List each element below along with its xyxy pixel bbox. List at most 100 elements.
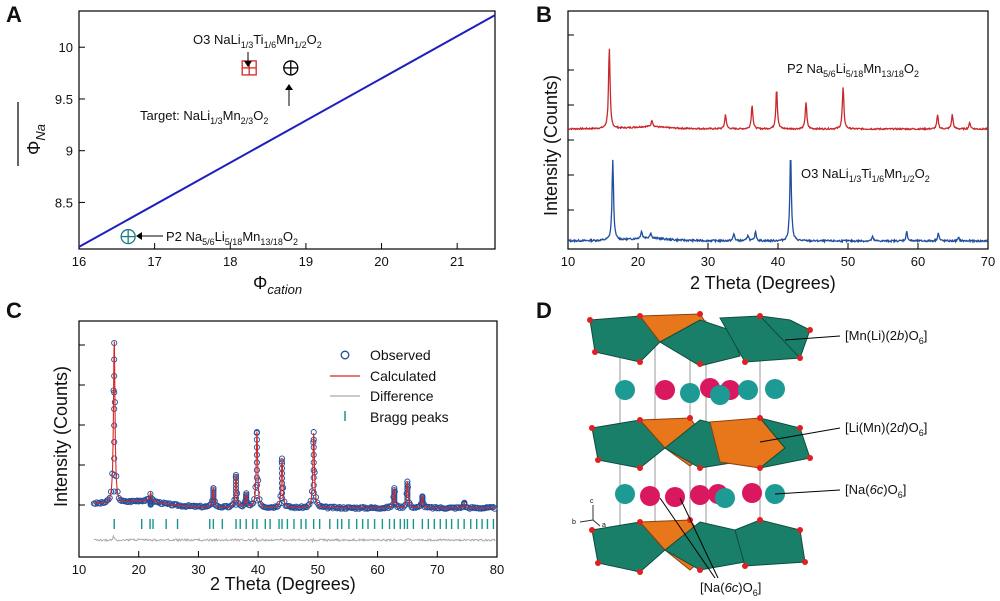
panel-a-ylabel: ΦNa xyxy=(17,102,48,166)
observed-point xyxy=(210,497,217,504)
mn-octahedron xyxy=(734,519,806,567)
observed-point xyxy=(391,497,398,504)
x-tick-label: 70 xyxy=(430,562,444,577)
x-tick-label: 40 xyxy=(251,562,265,577)
octahedral-layer-top xyxy=(589,313,811,367)
observed-point xyxy=(253,459,260,466)
o3-pattern xyxy=(567,159,989,244)
x-tick-label: 20 xyxy=(631,254,645,269)
na-atom xyxy=(640,486,660,506)
axis-c-label: c xyxy=(590,498,594,505)
na-site-label-1: [Na(6c)O6] xyxy=(845,482,906,500)
x-tick-label: 70 xyxy=(981,254,995,269)
axis-a-label: a xyxy=(602,522,606,529)
observed-point xyxy=(306,501,313,508)
x-tick-label: 20 xyxy=(374,254,388,269)
observed-point xyxy=(111,438,118,446)
difference-curve xyxy=(93,534,496,544)
na-atom xyxy=(665,487,685,507)
observed-point xyxy=(491,505,498,512)
observed-point xyxy=(111,405,118,413)
legend-observed: Observed xyxy=(370,347,431,363)
observed-point xyxy=(310,482,317,489)
p2-series-label: P2 Na5/6Li5/18Mn13/18O2 xyxy=(787,61,919,79)
x-tick-label: 30 xyxy=(701,254,715,269)
x-tick-label: 10 xyxy=(561,254,575,269)
observed-point xyxy=(228,501,235,509)
o3-annotation: O3 NaLi1/3Ti1/6Mn1/2O2 xyxy=(193,32,322,50)
x-tick-label: 19 xyxy=(299,254,313,269)
na-atom xyxy=(715,488,735,508)
o3-arrowhead xyxy=(244,61,252,67)
observed-point xyxy=(253,489,260,496)
legend-calculated: Calculated xyxy=(370,368,436,384)
legend-difference: Difference xyxy=(370,388,434,404)
x-tick-label: 60 xyxy=(370,562,384,577)
panel-c-label: C xyxy=(6,298,22,323)
data-point xyxy=(120,228,136,245)
x-tick-label: 18 xyxy=(223,254,237,269)
observed-point xyxy=(253,474,260,481)
mn-octahedron xyxy=(758,417,811,469)
na-atom xyxy=(680,383,700,403)
panel-a-frame xyxy=(78,10,496,250)
y-tick-label: 10 xyxy=(59,40,73,55)
observed-point xyxy=(232,485,240,492)
legend-observed-marker xyxy=(340,350,350,360)
x-tick-label: 20 xyxy=(131,562,145,577)
x-tick-label: 50 xyxy=(841,254,855,269)
observed-point xyxy=(328,503,335,510)
observed-point xyxy=(310,451,317,458)
panel-a-label: A xyxy=(6,2,22,27)
observed-point xyxy=(232,488,240,495)
observed-point xyxy=(396,504,404,512)
observed-point xyxy=(253,482,260,489)
observed-point xyxy=(210,493,217,500)
panel-c-ticks: 10 20 30 40 50 60 70 80 xyxy=(72,344,504,577)
panel-a-ticks: 16 17 18 19 20 21 8.5 9 9.5 10 xyxy=(55,40,464,269)
fit-line xyxy=(78,14,496,248)
panel-a-points xyxy=(120,60,299,245)
na-atom xyxy=(738,380,758,400)
bragg-markers xyxy=(113,519,495,529)
y-tick-label: 8.5 xyxy=(55,195,73,210)
na-atom xyxy=(615,380,635,400)
x-tick-label: 17 xyxy=(147,254,161,269)
observed-point xyxy=(232,495,240,502)
observed-points xyxy=(90,339,498,512)
panel-c-legend: Observed Calculated Difference Bragg pea… xyxy=(330,347,449,425)
na-atom xyxy=(655,380,675,400)
observed-point xyxy=(111,471,118,479)
panel-b-label: B xyxy=(536,2,552,27)
observed-point xyxy=(391,499,398,506)
observed-point xyxy=(400,503,408,510)
x-tick-label: 10 xyxy=(72,562,86,577)
y-tick-label: 9 xyxy=(66,144,73,159)
leader-lines xyxy=(659,335,841,579)
observed-point xyxy=(111,488,118,495)
panel-b-ticks: 10 20 30 40 50 60 70 xyxy=(561,34,995,269)
observed-point xyxy=(206,502,213,509)
panel-c-xlabel: 2 Theta (Degrees) xyxy=(210,574,356,594)
na-site-label-2: [Na(6c)O6] xyxy=(700,580,761,598)
mnli-site-label: [Mn(Li)(2b)O6] xyxy=(845,328,927,346)
observed-point xyxy=(210,499,217,506)
na-atom xyxy=(690,485,710,505)
na-atom xyxy=(742,483,762,503)
observed-point xyxy=(249,500,256,507)
octahedral-layer-middle xyxy=(591,417,811,469)
observed-point xyxy=(310,467,317,474)
observed-point xyxy=(305,502,312,509)
mn-octahedron xyxy=(591,521,666,573)
x-tick-label: 16 xyxy=(72,254,86,269)
panel-b-ylabel: Intensity (Counts) xyxy=(541,75,561,216)
panel-c-ylabel: Intensity (Counts) xyxy=(51,366,71,507)
panel-b-xlabel: 2 Theta (Degrees) xyxy=(690,273,836,293)
panel-c-frame xyxy=(78,320,498,558)
observed-point xyxy=(391,500,398,508)
observed-point xyxy=(232,491,240,498)
na-atom xyxy=(710,385,730,405)
panel-b: B 10 20 30 40 50 60 70 P2 Na5/6Li5/18Mn13/18O2… xyxy=(536,2,995,293)
p2-annotation: P2 Na5/6Li5/18Mn13/18O2 xyxy=(166,229,298,247)
